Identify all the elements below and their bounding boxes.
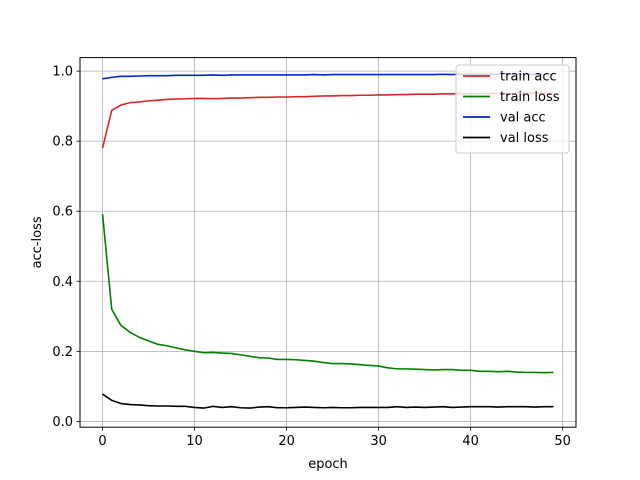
y-tick-label: 0.2 — [52, 345, 73, 360]
y-tick-label: 0.4 — [52, 275, 73, 290]
legend-box — [455, 64, 570, 154]
axis-ticks: 0 10 20 30 40 50 0.0 0.2 0.4 0.6 0.8 1.0 — [52, 65, 571, 450]
x-tick-label: 40 — [462, 434, 479, 449]
x-tick-label: 0 — [98, 434, 106, 449]
x-tick-label: 50 — [554, 434, 571, 449]
legend-label-train-loss: train loss — [500, 90, 560, 105]
legend-label-val-loss: val loss — [500, 131, 549, 146]
y-tick-label: 0.0 — [52, 415, 73, 430]
legend-label-val-acc: val acc — [500, 111, 546, 126]
plot-area-frame — [79, 57, 577, 428]
series-line-val-loss — [102, 393, 554, 409]
x-axis-label: epoch — [308, 457, 348, 472]
y-axis-label: acc-loss — [30, 216, 45, 268]
x-tick-label: 30 — [370, 434, 387, 449]
series-line-train-loss — [101, 213, 554, 374]
y-tick-label: 0.6 — [52, 205, 73, 220]
y-tick-label: 0.8 — [52, 135, 73, 150]
y-tick-label: 1.0 — [52, 65, 73, 80]
legend-label-train-acc: train acc — [500, 70, 557, 85]
legend: train acc train loss val acc val loss — [455, 64, 570, 154]
x-tick-label: 10 — [186, 434, 203, 449]
x-tick-label: 20 — [278, 434, 295, 449]
